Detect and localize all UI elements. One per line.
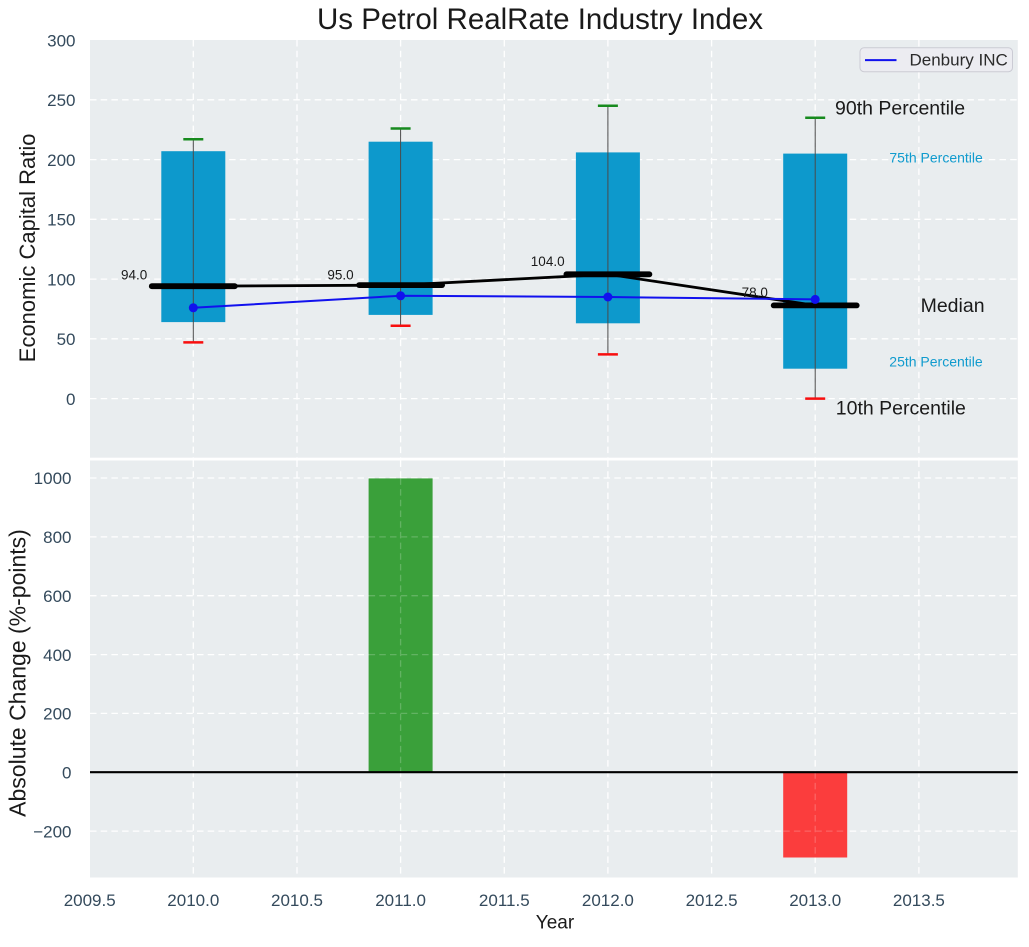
- svg-text:Us Petrol RealRate Industry In: Us Petrol RealRate Industry Index: [317, 3, 763, 36]
- svg-text:2012.5: 2012.5: [686, 891, 738, 910]
- svg-text:0: 0: [62, 763, 71, 782]
- svg-text:90th Percentile: 90th Percentile: [835, 98, 965, 120]
- svg-text:Year: Year: [536, 913, 575, 934]
- svg-text:2011.0: 2011.0: [375, 891, 426, 910]
- svg-text:200: 200: [47, 151, 75, 170]
- svg-text:75th Percentile: 75th Percentile: [889, 149, 983, 165]
- svg-text:800: 800: [43, 528, 71, 547]
- svg-text:600: 600: [43, 587, 71, 606]
- svg-text:78.0: 78.0: [742, 285, 768, 300]
- svg-text:−200: −200: [33, 822, 71, 841]
- svg-text:2012.0: 2012.0: [582, 891, 634, 910]
- svg-text:2010.5: 2010.5: [271, 891, 323, 910]
- svg-text:2011.5: 2011.5: [479, 891, 530, 910]
- svg-text:Absolute Change (%-points): Absolute Change (%-points): [5, 529, 31, 817]
- svg-text:2013.0: 2013.0: [789, 891, 841, 910]
- svg-text:Denbury INC: Denbury INC: [910, 51, 1008, 70]
- svg-text:400: 400: [43, 646, 71, 665]
- svg-text:Median: Median: [921, 295, 985, 317]
- svg-text:25th Percentile: 25th Percentile: [889, 353, 983, 369]
- svg-text:250: 250: [47, 91, 75, 110]
- svg-text:150: 150: [47, 211, 75, 230]
- svg-text:94.0: 94.0: [121, 268, 147, 283]
- svg-text:10th Percentile: 10th Percentile: [836, 398, 966, 420]
- svg-text:Economic Capital Ratio: Economic Capital Ratio: [15, 134, 40, 363]
- svg-text:100: 100: [47, 270, 75, 289]
- svg-text:0: 0: [66, 390, 75, 409]
- svg-text:2010.0: 2010.0: [167, 891, 219, 910]
- svg-text:1000: 1000: [34, 469, 72, 488]
- svg-text:104.0: 104.0: [531, 254, 565, 269]
- svg-text:50: 50: [57, 330, 76, 349]
- svg-text:2009.5: 2009.5: [64, 891, 116, 910]
- svg-text:95.0: 95.0: [327, 268, 353, 283]
- svg-text:200: 200: [43, 705, 71, 724]
- svg-text:300: 300: [47, 31, 75, 50]
- svg-text:2013.5: 2013.5: [893, 891, 945, 910]
